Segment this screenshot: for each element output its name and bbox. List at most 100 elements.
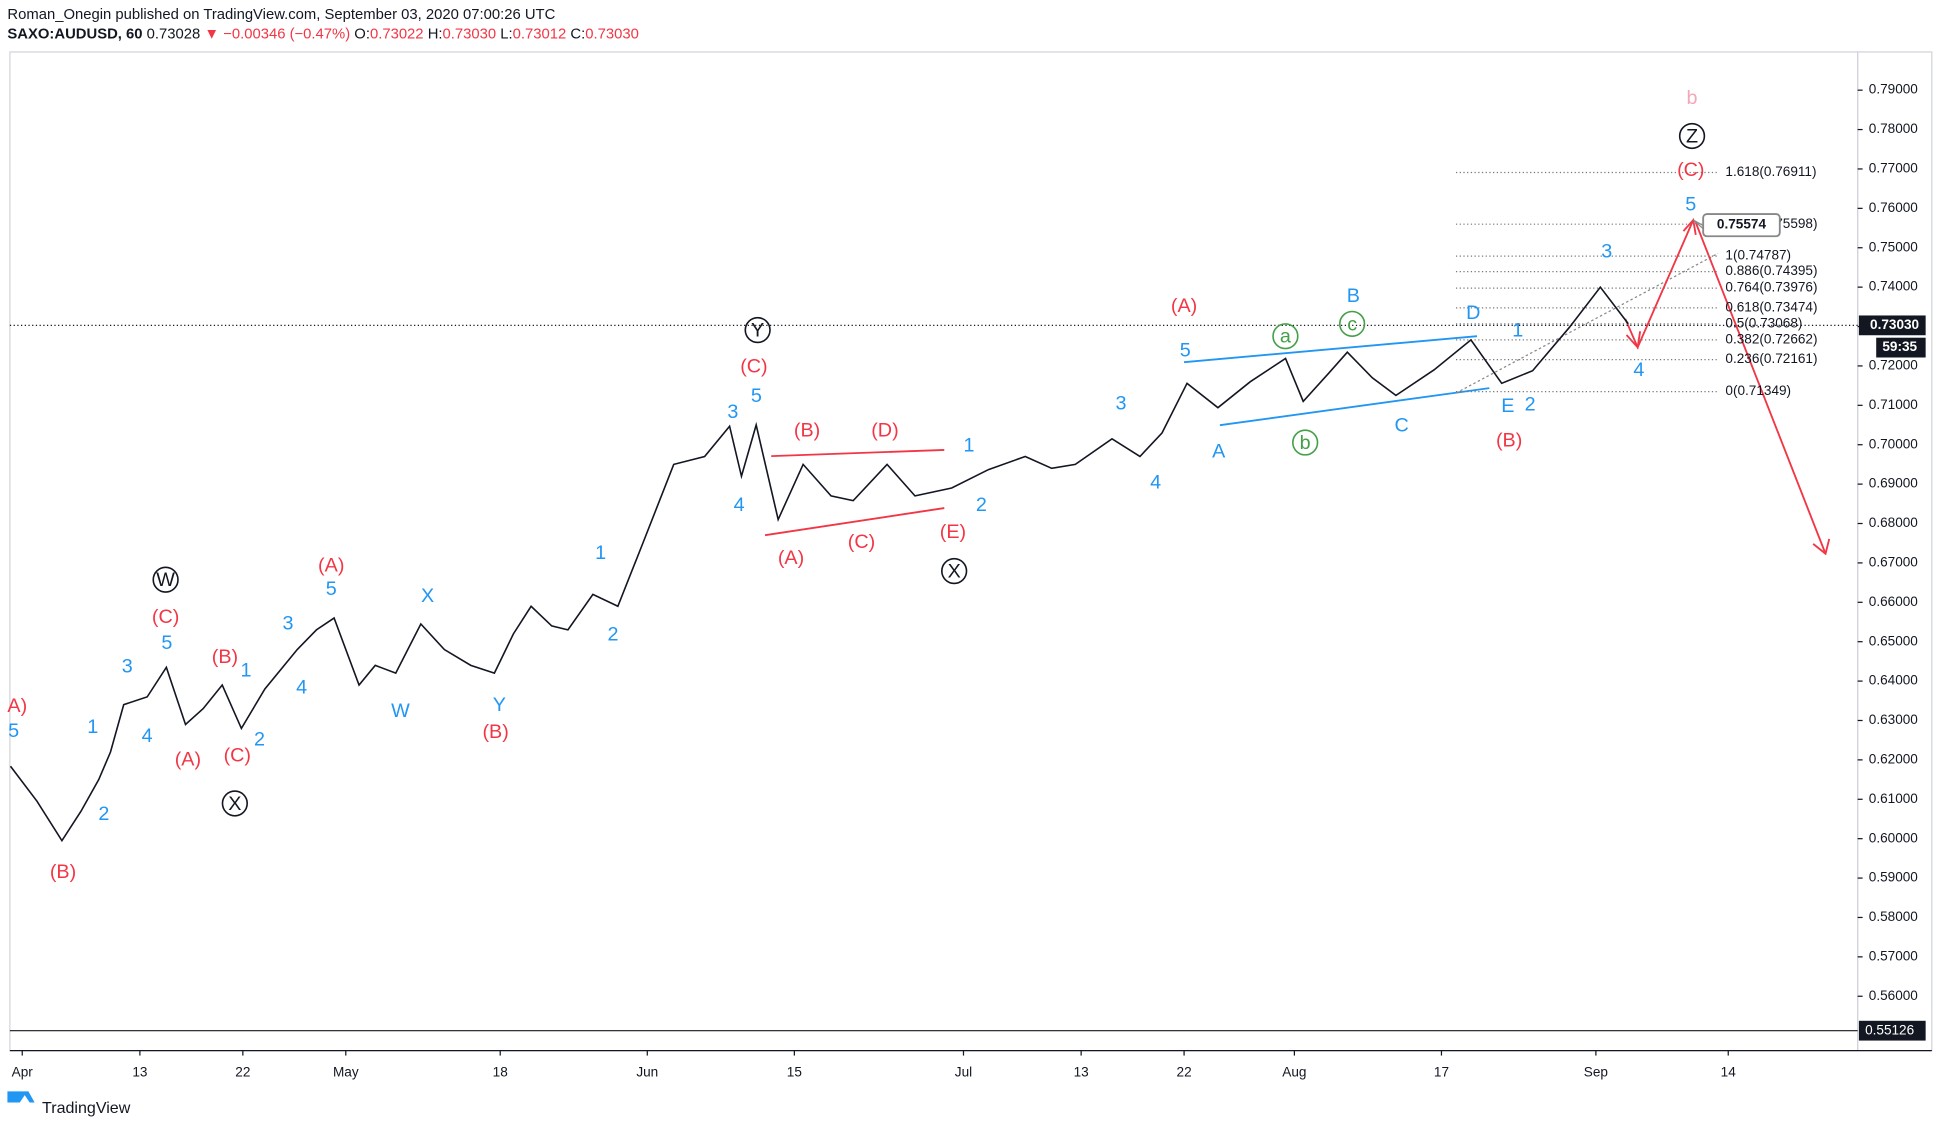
- wave-label: 4: [1633, 359, 1644, 381]
- wave-label: Y: [751, 320, 764, 342]
- wave-label: (B): [1496, 430, 1522, 452]
- fib-label: 0.236(0.72161): [1725, 351, 1817, 366]
- y-tick-label: 0.78000: [1869, 121, 1919, 136]
- x-tick-label: 15: [787, 1064, 802, 1079]
- fib-label: 1(0.74787): [1725, 248, 1791, 263]
- wave-label: 2: [98, 803, 109, 825]
- fib-label: 0.764(0.73976): [1725, 280, 1817, 295]
- y-tick-label: 0.77000: [1869, 161, 1919, 176]
- wave-label: (B): [482, 721, 508, 743]
- y-tick-label: 0.62000: [1869, 751, 1919, 766]
- fib-label: 0.618(0.73474): [1725, 299, 1817, 314]
- y-tick-label: 0.58000: [1869, 909, 1919, 924]
- wave-label: 1: [964, 434, 975, 456]
- price-line: [9, 285, 1629, 843]
- x-tick-label: 22: [235, 1064, 250, 1079]
- wave-circle: [744, 316, 771, 344]
- wave-label: 2: [608, 624, 619, 646]
- wave-label: 1: [240, 659, 251, 681]
- fib-label: 0.5(0.73068): [1725, 315, 1802, 330]
- trendline: [1219, 387, 1490, 427]
- wave-label: 5: [326, 578, 337, 600]
- wave-label: (C): [152, 606, 179, 628]
- wave-label: (A): [1171, 295, 1197, 317]
- wave-label: 3: [1116, 392, 1127, 414]
- wave-label: (A): [778, 547, 804, 569]
- x-tick-label: Jun: [636, 1064, 658, 1079]
- y-tick-label: 0.65000: [1869, 633, 1919, 648]
- y-tick-label: 0.75000: [1869, 239, 1919, 254]
- x-tick-label: 18: [493, 1064, 508, 1079]
- arrow-head: [1625, 331, 1642, 350]
- publisher: Roman_Onegin published on TradingView.co…: [7, 7, 555, 23]
- y-tick-label: 0.69000: [1869, 476, 1919, 491]
- trendline: [1183, 335, 1478, 364]
- wave-label: 4: [1150, 472, 1161, 494]
- y-tick-label: 0.76000: [1869, 200, 1919, 215]
- low-marker-box: [1858, 1020, 1926, 1041]
- wave-label: X: [948, 561, 961, 583]
- wave-label: E: [1501, 395, 1514, 417]
- fib-label: 1.618(0.76911): [1725, 164, 1816, 179]
- x-tick-label: Jul: [955, 1064, 972, 1079]
- arrow-head: [1812, 538, 1831, 556]
- last-price-box: [1858, 315, 1926, 336]
- open: 0.73022: [370, 27, 424, 43]
- y-tick-label: 0.67000: [1869, 555, 1919, 570]
- x-tick-label: 14: [1721, 1064, 1737, 1079]
- x-tick-label: Apr: [12, 1064, 34, 1079]
- x-tick-label: May: [333, 1064, 359, 1079]
- y-tick-label: 0.74000: [1869, 279, 1919, 294]
- y-tick-label: 0.68000: [1869, 515, 1919, 530]
- wave-label: Z: [1686, 125, 1698, 147]
- low-label: L:: [500, 27, 512, 43]
- y-tick-label: 0.57000: [1869, 948, 1919, 963]
- y-tick-label: 0.72000: [1869, 358, 1919, 373]
- y-tick-label: 0.70000: [1869, 436, 1919, 451]
- high-label: H:: [428, 27, 443, 43]
- wave-label: 3: [122, 656, 133, 678]
- close-label: C:: [570, 27, 585, 43]
- wave-label: 5: [751, 385, 762, 407]
- high: 0.73030: [443, 27, 497, 43]
- symbol-line: SAXO:AUDUSD, 60 0.73028 ▼ −0.00346 (−0.4…: [7, 27, 638, 43]
- wave-circle: [1272, 323, 1299, 350]
- x-tick-label: 13: [132, 1064, 147, 1079]
- wave-label: W: [156, 569, 175, 591]
- wave-label: 3: [282, 612, 293, 634]
- trendline: [764, 507, 945, 537]
- close: 0.73030: [585, 27, 639, 43]
- low: 0.73012: [513, 27, 567, 43]
- symbol: SAXO:AUDUSD, 60: [7, 27, 142, 43]
- wave-label: 4: [296, 677, 307, 699]
- wave-circle: [221, 790, 248, 817]
- wave-label: a: [1280, 326, 1291, 348]
- countdown-box: [1876, 337, 1926, 358]
- y-tick-label: 0.59000: [1869, 870, 1919, 885]
- change: ▼ −0.00346 (−0.47%): [204, 27, 350, 43]
- y-tick-label: 0.64000: [1869, 673, 1919, 688]
- wave-label: 2: [976, 494, 987, 516]
- wave-label: B: [1347, 285, 1360, 307]
- wave-label: C: [1394, 415, 1408, 437]
- x-tick-label: 17: [1434, 1064, 1449, 1079]
- x-tick-label: Sep: [1584, 1064, 1608, 1079]
- y-tick-label: 0.79000: [1869, 82, 1919, 97]
- wave-circle: [1678, 122, 1706, 150]
- wave-label: 4: [142, 725, 153, 747]
- wave-label: b: [1300, 432, 1311, 454]
- open-label: O:: [354, 27, 370, 43]
- last-price-label: 0.73030: [1870, 317, 1919, 332]
- wave-label: (B): [212, 646, 238, 668]
- wave-label: 5: [1180, 339, 1191, 361]
- wave-label: (B): [50, 861, 76, 883]
- y-tick-label: 0.66000: [1869, 594, 1919, 609]
- wave-label: D: [1466, 302, 1480, 324]
- wave-label: 3: [1601, 240, 1612, 262]
- wave-label: (E): [940, 521, 966, 543]
- y-tick-label: 0.56000: [1869, 988, 1919, 1003]
- wave-circle: [1292, 429, 1319, 456]
- wave-label: Y: [493, 694, 506, 716]
